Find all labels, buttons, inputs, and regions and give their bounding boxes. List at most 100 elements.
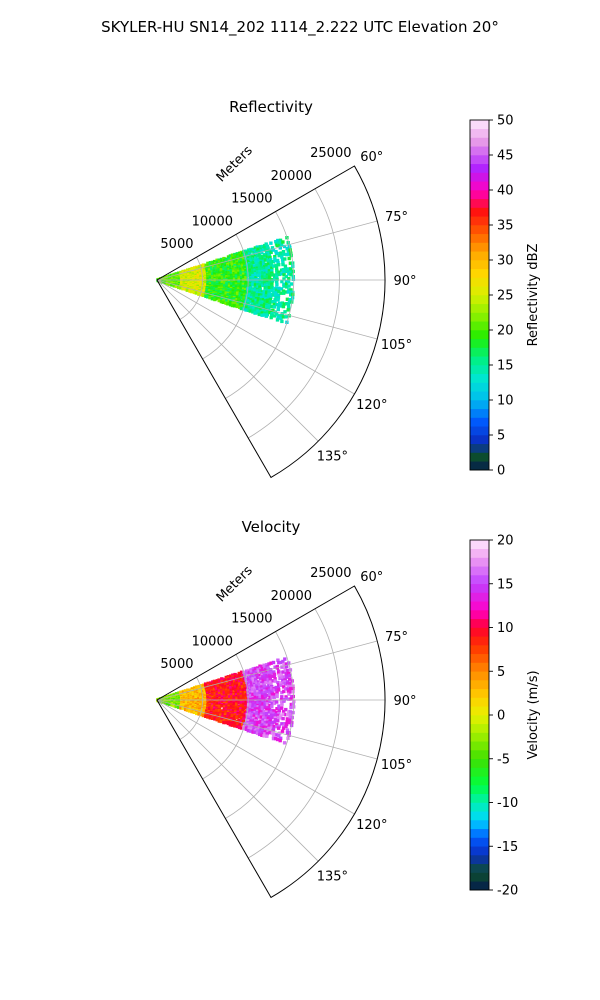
echo-cell (249, 719, 253, 723)
echo-cell (284, 724, 288, 729)
echo-cell (270, 692, 275, 697)
echo-cell (269, 295, 273, 299)
echo-cell (242, 682, 247, 686)
echo-cell (282, 741, 287, 745)
echo-cell (231, 721, 235, 726)
echo-cell (264, 314, 268, 318)
echo-cell (275, 737, 280, 742)
colorbar-segment (470, 137, 489, 147)
echo-cell (246, 308, 250, 312)
echo-cell (219, 268, 223, 272)
echo-cell (248, 694, 253, 698)
echo-cell (263, 254, 267, 258)
echo-cell (240, 277, 244, 282)
echo-cell (241, 272, 246, 276)
echo-cell (253, 691, 257, 695)
echo-cell (277, 241, 281, 245)
echo-cell (194, 291, 199, 295)
echo-cell (270, 708, 274, 713)
echo-cell (277, 673, 281, 677)
echo-cell (244, 280, 248, 285)
echo-cell (277, 243, 282, 248)
echo-cell (260, 304, 264, 308)
echo-cell (245, 724, 249, 728)
echo-cell (272, 732, 277, 736)
echo-cell (239, 687, 243, 692)
echo-cell (260, 707, 265, 712)
echo-cell (255, 245, 259, 249)
echo-cell (250, 293, 254, 298)
echo-cell (210, 716, 215, 720)
echo-cell (280, 272, 284, 276)
echo-cell (253, 246, 258, 250)
echo-cell (256, 693, 260, 697)
echo-cell (248, 702, 253, 707)
echo-cell (279, 670, 284, 675)
echo-cell (265, 255, 270, 260)
echo-cell (163, 281, 167, 285)
echo-cell (223, 279, 227, 283)
echo-cell (244, 700, 248, 705)
echo-cell (289, 273, 293, 277)
echo-cell (206, 295, 210, 299)
echo-cell (247, 677, 251, 681)
azimuth-tick-label: 90° (393, 694, 416, 709)
echo-cell (255, 666, 260, 670)
colorbar-segment (470, 128, 489, 138)
echo-cell (256, 690, 260, 694)
echo-cell (269, 661, 273, 665)
colorbar-segment (470, 837, 489, 847)
echo-cell (273, 300, 277, 304)
colorbar-segment (470, 592, 489, 602)
echo-cell (281, 250, 286, 254)
echo-cell (279, 240, 283, 244)
echo-cell (284, 280, 289, 284)
echo-cell (265, 305, 269, 309)
echo-cell (287, 731, 291, 735)
echo-cell (181, 287, 185, 291)
echo-cell (271, 260, 275, 264)
echo-cell (258, 694, 262, 698)
echo-cell (264, 307, 268, 312)
echo-cell (250, 721, 255, 726)
echo-cell (265, 693, 270, 697)
echo-cell (281, 268, 286, 272)
azimuth-tick-label: 60° (360, 570, 383, 585)
echo-cell (253, 273, 258, 278)
echo-cell (233, 724, 237, 728)
echo-cell (222, 677, 226, 682)
echo-cell (285, 675, 289, 679)
echo-cell (282, 675, 287, 679)
echo-cell (284, 695, 288, 699)
echo-cell (245, 682, 250, 686)
echo-cell (261, 697, 265, 701)
echo-cell (231, 262, 235, 267)
echo-cell (261, 281, 265, 285)
echo-cell (256, 720, 260, 725)
colorbar-segment (470, 233, 489, 243)
echo-cell (211, 276, 215, 281)
echo-cell (274, 240, 278, 244)
colorbar-segment (470, 750, 489, 760)
echo-cell (266, 257, 270, 262)
echo-cell (242, 257, 246, 261)
echo-cell (291, 277, 296, 281)
echo-cell (267, 290, 271, 295)
colorbar-segment (470, 251, 489, 261)
echo-cell (278, 738, 282, 743)
colorbar-tick-label: 50 (497, 114, 514, 129)
echo-cell (262, 304, 266, 309)
echo-cell (279, 736, 283, 740)
echo-cell (265, 674, 269, 678)
echo-cell (285, 720, 289, 724)
echo-cell (255, 724, 259, 728)
echo-cell (266, 274, 270, 279)
echo-cell (271, 720, 275, 724)
echo-cell (287, 276, 291, 281)
echo-cell (255, 267, 260, 272)
echo-cell (268, 302, 272, 306)
echo-cell (286, 684, 290, 688)
echo-cell (277, 712, 281, 716)
echo-cell (239, 726, 244, 730)
echo-cell (243, 293, 247, 297)
